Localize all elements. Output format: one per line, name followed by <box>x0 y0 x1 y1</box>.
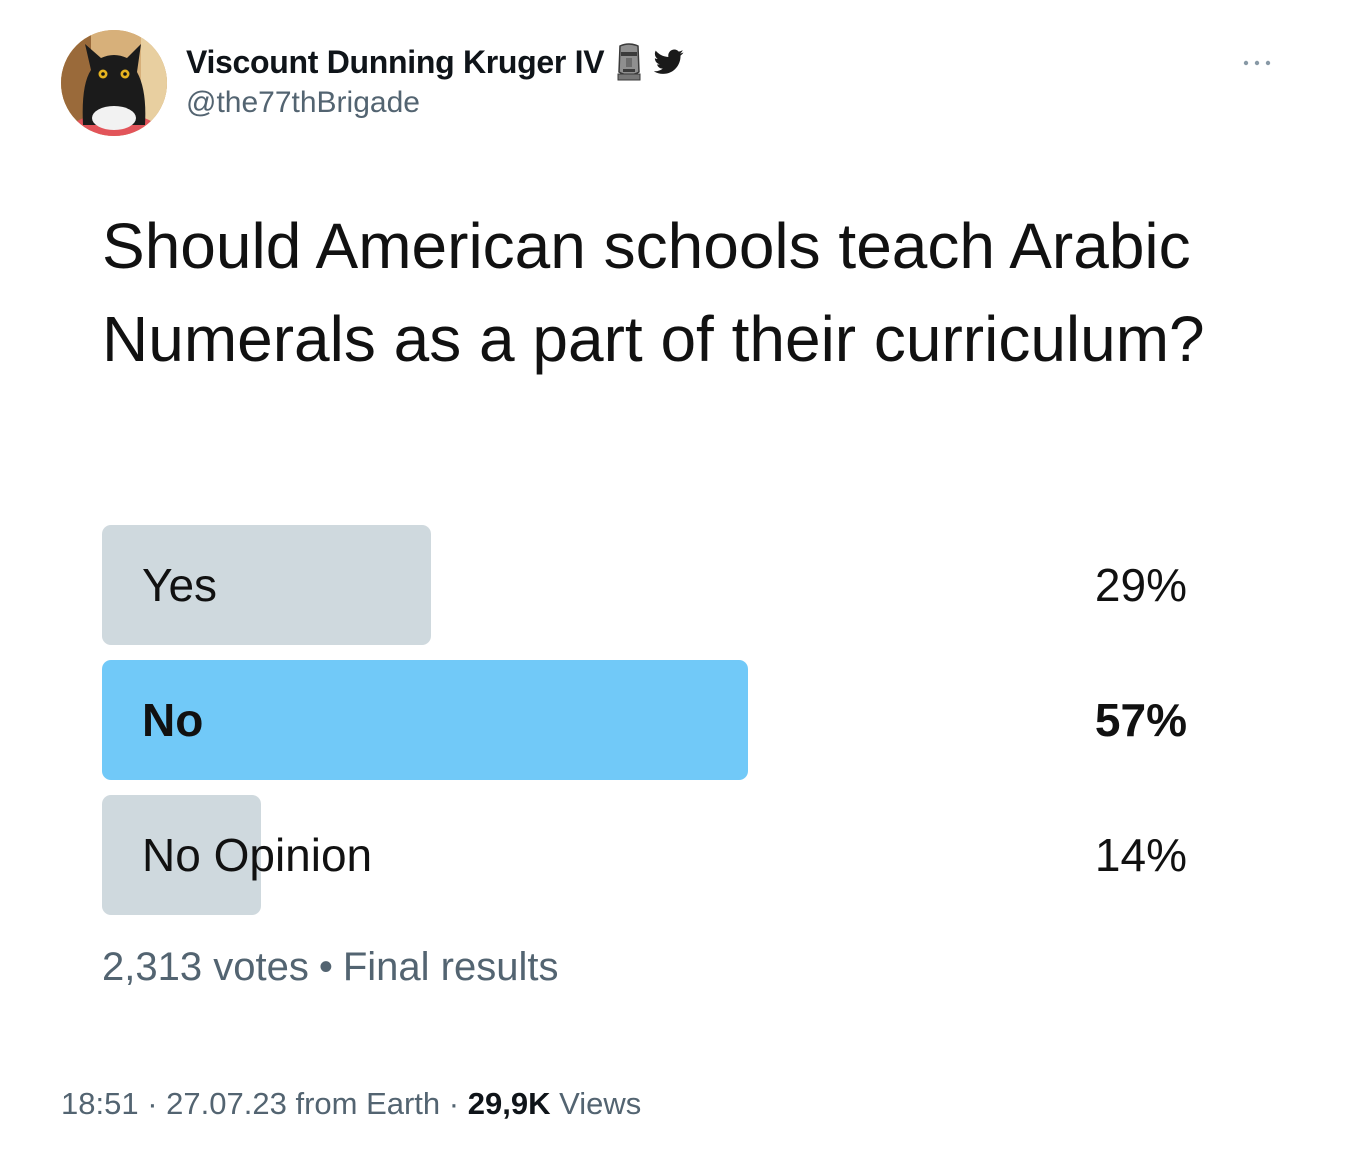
twitter-bird-icon <box>653 49 684 75</box>
views-label: Views <box>559 1086 642 1121</box>
poll-question: Should American schools teach Arabic Num… <box>102 210 1205 375</box>
poll-option-label: No Opinion <box>142 829 373 881</box>
poll-option-label: No <box>142 694 204 746</box>
poll-option-percent: 29% <box>1094 559 1187 611</box>
poll-vote-count: 2,313 votes <box>102 945 309 989</box>
avatar-image <box>61 30 167 136</box>
author-display-name[interactable]: Viscount Dunning Kruger IV <box>186 43 605 80</box>
tweet-source: from Earth <box>295 1086 441 1121</box>
poll-bar <box>102 660 748 780</box>
poll-bar <box>102 795 261 915</box>
tweet-meta: 18:51 · 27.07.23 from Earth · 29,9K View… <box>61 1086 641 1122</box>
moai-icon <box>614 42 644 82</box>
poll-option-yes: Yes 29% <box>102 525 1187 645</box>
avatar[interactable] <box>61 30 167 136</box>
tweet-date[interactable]: 27.07.23 <box>166 1086 287 1121</box>
poll-option-percent: 14% <box>1094 829 1187 881</box>
author-handle[interactable]: @the77thBrigade <box>186 86 420 119</box>
poll-footer-separator: • <box>318 945 333 989</box>
poll-option-percent: 57% <box>1094 694 1187 746</box>
views-count[interactable]: 29,9K <box>467 1086 551 1121</box>
author-name-row: Viscount Dunning Kruger IV <box>186 42 684 82</box>
meta-separator: · <box>147 1086 158 1121</box>
poll-option-no: No 57% <box>102 660 1187 780</box>
poll-footer: 2,313 votes • Final results <box>102 945 558 990</box>
poll-option-no-opinion: No Opinion 14% <box>102 795 1187 915</box>
poll-status: Final results <box>342 945 559 989</box>
poll-option-label: Yes <box>142 559 218 611</box>
tweet-time[interactable]: 18:51 <box>61 1086 139 1121</box>
meta-separator: · <box>448 1086 460 1121</box>
poll-bar <box>102 525 431 645</box>
more-options-icon[interactable] <box>1240 55 1274 71</box>
